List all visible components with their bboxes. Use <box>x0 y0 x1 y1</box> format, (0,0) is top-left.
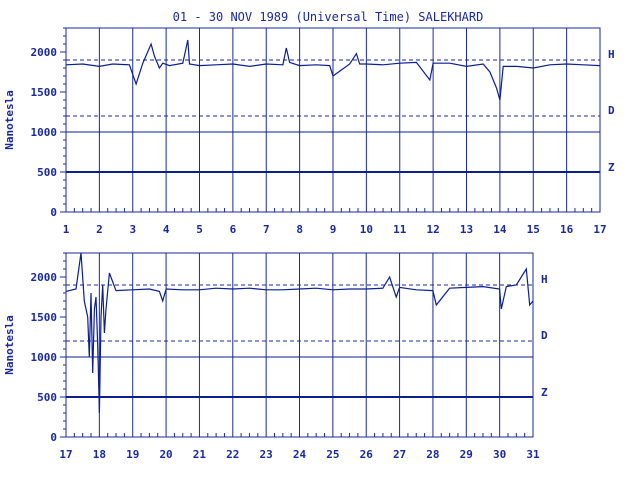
y-tick-label: 1000 <box>31 351 58 364</box>
panel-top: 1 2 3 4 5 6 7 8 9 10 11 12 13 14 15 16 17050010001500200… <box>3 27 615 236</box>
x-tick-label: 14 <box>493 223 507 236</box>
x-tick-label: 8 <box>296 223 303 236</box>
x-tick-label: 9 <box>330 223 337 236</box>
y-tick-label: 0 <box>50 206 57 219</box>
x-tick-label: 23 <box>260 448 273 461</box>
panel-bottom: 17 18 19 20 21 22 23 24 25 26 27 28 29 30 31 0 500 1000 15… <box>3 252 548 461</box>
x-tick-label: 3 <box>129 223 136 236</box>
x-tick-label: 13 <box>460 223 473 236</box>
x-tick-label: 30 <box>493 448 506 461</box>
chart-title: 01 - 30 NOV 1989 (Universal Time) SALEKH… <box>173 10 484 24</box>
y-tick-label: 1500 <box>31 311 58 324</box>
component-label-d: D <box>541 329 548 342</box>
x-tick-label: 12 <box>427 223 440 236</box>
x-tick-label: 22 <box>226 448 239 461</box>
y-tick-label: 500 <box>37 391 57 404</box>
x-tick-label: 27 <box>393 448 406 461</box>
y-tick-label: 1500 <box>31 86 58 99</box>
component-label-h: H <box>541 273 548 286</box>
x-tick-label: 7 <box>263 223 270 236</box>
x-tick-label: 16 <box>560 223 574 236</box>
x-tick-label: 1 <box>63 223 70 236</box>
y-tick-label: 500 <box>37 166 57 179</box>
x-tick-label: 2 <box>96 223 103 236</box>
x-tick-label: 17 <box>593 223 606 236</box>
x-tick-label: 28 <box>426 448 439 461</box>
x-tick-label: 25 <box>326 448 339 461</box>
component-label-z: Z <box>541 386 548 399</box>
x-tick-label: 24 <box>293 448 307 461</box>
x-tick-label: 4 <box>163 223 170 236</box>
x-tick-label: 20 <box>159 448 172 461</box>
x-tick-label: 21 <box>193 448 207 461</box>
x-tick-label: 5 <box>196 223 203 236</box>
y-tick-label: 1000 <box>31 126 58 139</box>
x-tick-label: 18 <box>93 448 106 461</box>
x-tick-label: 26 <box>360 448 374 461</box>
y-tick-label: 2000 <box>31 46 58 59</box>
x-tick-label: 31 <box>526 448 540 461</box>
x-tick-label: 17 <box>59 448 72 461</box>
y-axis-title: Nanotesla <box>3 90 16 150</box>
x-tick-label: 15 <box>527 223 540 236</box>
y-tick-label: 2000 <box>31 271 58 284</box>
x-tick-label: 11 <box>393 223 407 236</box>
x-tick-label: 19 <box>126 448 139 461</box>
component-label-h: H <box>608 48 615 61</box>
series-h-trace <box>65 252 534 414</box>
x-tick-label: 10 <box>360 223 373 236</box>
series-h-trace <box>65 39 601 101</box>
y-tick-label: 0 <box>50 431 57 444</box>
y-axis-title: Nanotesla <box>3 315 16 375</box>
x-tick-label: 29 <box>460 448 473 461</box>
component-label-d: D <box>608 104 615 117</box>
x-tick-label: 6 <box>230 223 237 236</box>
component-label-z: Z <box>608 161 615 174</box>
